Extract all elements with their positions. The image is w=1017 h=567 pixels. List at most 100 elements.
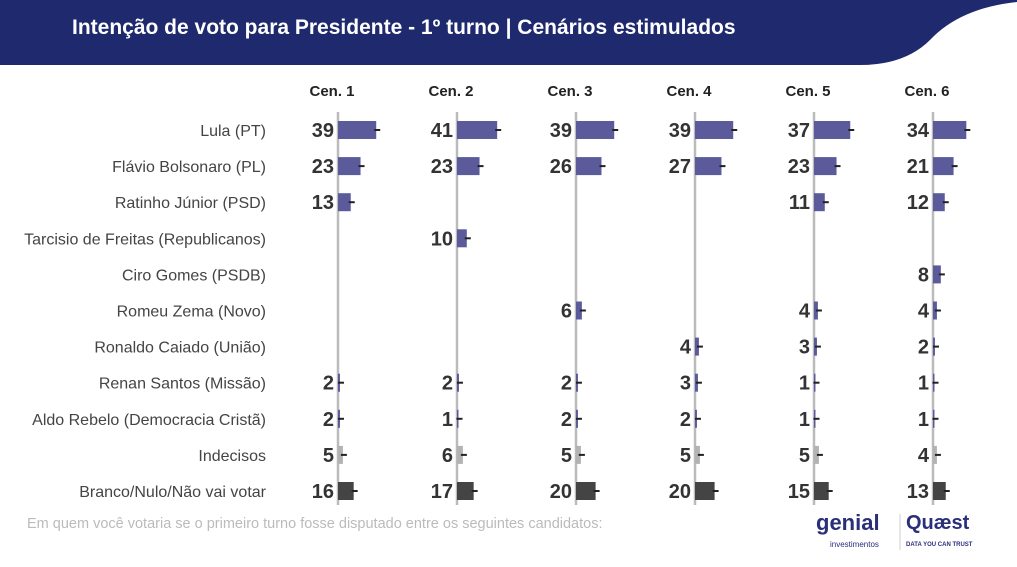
category-label: Romeu Zema (Novo) <box>117 304 266 321</box>
data-label: 4 <box>680 337 692 359</box>
data-label: 1 <box>918 409 929 431</box>
data-label: 3 <box>799 337 810 359</box>
bar <box>457 445 463 464</box>
bar <box>338 482 354 500</box>
data-label: 2 <box>442 373 453 395</box>
data-label: 4 <box>918 301 930 323</box>
data-label: 13 <box>907 481 929 503</box>
data-label: 23 <box>788 156 810 178</box>
bar <box>576 121 615 139</box>
footnote: Em quem você votaria se o primeiro turno… <box>27 516 603 532</box>
scenario-header: Cen. 2 <box>428 83 473 100</box>
data-label: 4 <box>918 445 930 467</box>
data-label: 6 <box>561 301 572 323</box>
data-label: 21 <box>907 156 929 178</box>
bar <box>933 265 941 284</box>
data-label: 2 <box>561 373 572 395</box>
category-label: Branco/Nulo/Não vai votar <box>79 484 266 501</box>
data-label: 39 <box>669 120 691 142</box>
data-label: 5 <box>323 445 334 467</box>
bar <box>338 445 343 464</box>
data-label: 2 <box>918 337 929 359</box>
data-label: 15 <box>788 481 810 503</box>
data-label: 23 <box>431 156 453 178</box>
quaest-logo: Quæst DATA YOU CAN TRUST <box>906 512 973 548</box>
category-label: Renan Santos (Missão) <box>99 376 266 393</box>
data-label: 4 <box>799 301 811 323</box>
bar <box>814 157 837 176</box>
category-label: Tarcisio de Freitas (Republicanos) <box>24 231 266 248</box>
bar <box>576 445 581 464</box>
genial-logo: genial investimentos <box>816 510 880 549</box>
data-label: 10 <box>431 228 453 250</box>
svg-text:investimentos: investimentos <box>830 540 879 549</box>
bar <box>695 157 722 176</box>
bar <box>576 301 582 320</box>
data-label: 34 <box>907 120 930 142</box>
data-label: 5 <box>799 445 810 467</box>
bar <box>933 193 945 212</box>
data-label: 2 <box>680 409 691 431</box>
scenario-header: Cen. 5 <box>785 83 830 100</box>
bar <box>338 157 361 176</box>
data-label: 26 <box>550 156 572 178</box>
scenario-header: Cen. 6 <box>904 83 949 100</box>
data-label: 2 <box>323 373 334 395</box>
bar <box>576 482 596 500</box>
data-label: 23 <box>312 156 334 178</box>
data-label: 3 <box>680 373 691 395</box>
bar <box>814 193 825 212</box>
data-label: 1 <box>442 409 453 431</box>
data-label: 5 <box>680 445 691 467</box>
data-label: 6 <box>442 445 453 467</box>
data-label: 2 <box>323 409 334 431</box>
scenario-header: Cen. 4 <box>666 83 712 100</box>
data-label: 20 <box>550 481 572 503</box>
svg-text:genial: genial <box>816 510 880 535</box>
bar <box>576 157 602 176</box>
category-label: Ciro Gomes (PSDB) <box>122 267 266 284</box>
data-label: 1 <box>918 373 929 395</box>
bar <box>933 157 954 176</box>
svg-text:Quæst: Quæst <box>906 512 970 534</box>
bar <box>457 157 480 176</box>
data-label: 13 <box>312 192 334 214</box>
bar <box>457 121 498 139</box>
bar <box>933 121 967 139</box>
bar <box>695 445 700 464</box>
data-label: 12 <box>907 192 929 214</box>
svg-text:DATA YOU CAN TRUST: DATA YOU CAN TRUST <box>906 542 973 548</box>
data-label: 1 <box>799 373 810 395</box>
bar <box>933 482 946 500</box>
scenario-header: Cen. 3 <box>547 83 592 100</box>
data-label: 39 <box>312 120 334 142</box>
data-label: 8 <box>918 264 929 286</box>
bar <box>457 482 474 500</box>
bar <box>338 193 351 212</box>
data-label: 37 <box>788 120 810 142</box>
logos: genial investimentos Quæst DATA YOU CAN … <box>816 510 973 550</box>
category-label: Ronaldo Caiado (União) <box>94 340 266 357</box>
bar <box>814 121 851 139</box>
title-banner <box>0 0 1017 65</box>
data-label: 27 <box>669 156 691 178</box>
data-label: 11 <box>789 192 810 214</box>
data-label: 20 <box>669 481 691 503</box>
bar <box>814 445 819 464</box>
category-label: Indecisos <box>198 448 266 465</box>
data-label: 2 <box>561 409 572 431</box>
data-label: 5 <box>561 445 572 467</box>
data-label: 16 <box>312 481 334 503</box>
data-label: 17 <box>431 481 453 503</box>
bar <box>695 482 715 500</box>
page-title: Intenção de voto para Presidente - 1º tu… <box>72 16 736 39</box>
data-label: 1 <box>799 409 810 431</box>
scenario-header: Cen. 1 <box>309 83 354 100</box>
category-label: Flávio Bolsonaro (PL) <box>112 159 266 176</box>
category-label: Lula (PT) <box>200 123 266 140</box>
bar <box>457 229 467 248</box>
data-label: 39 <box>550 120 572 142</box>
bar <box>695 121 734 139</box>
category-label: Aldo Rebelo (Democracia Cristã) <box>32 412 266 429</box>
